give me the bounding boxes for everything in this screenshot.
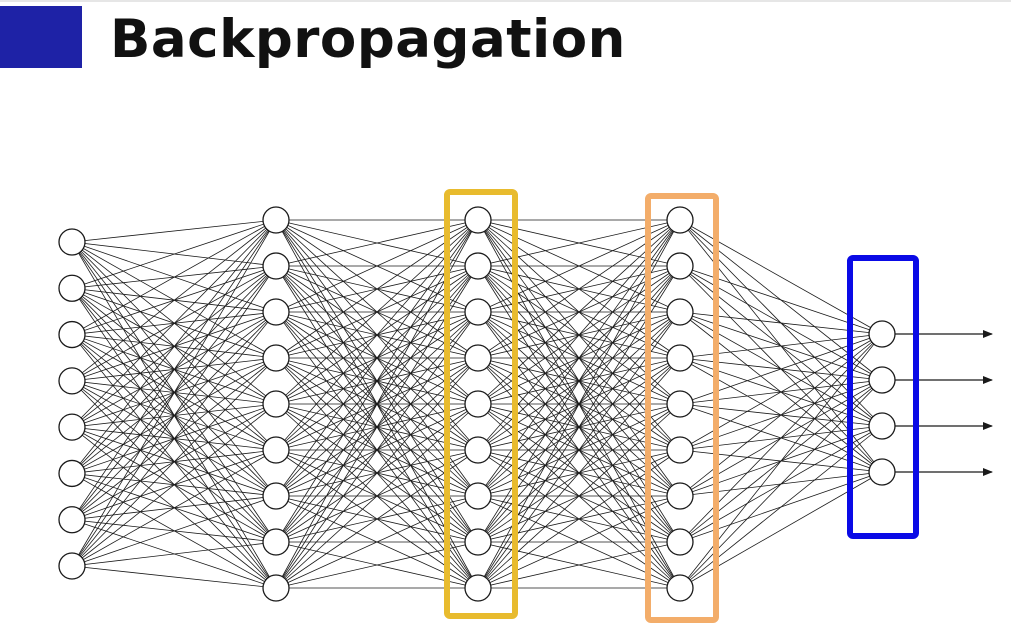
hidden-layer-1-neuron bbox=[262, 344, 290, 372]
connection-edge bbox=[71, 265, 277, 567]
input-layer-neuron bbox=[58, 552, 86, 580]
connection-edge bbox=[71, 219, 277, 243]
connection-edge bbox=[71, 495, 277, 567]
output-layer-neuron bbox=[868, 320, 896, 348]
output-layer-neuron bbox=[868, 458, 896, 486]
hidden-layer-2-neuron bbox=[464, 574, 492, 602]
connection-edge bbox=[71, 565, 277, 589]
connection-edge bbox=[71, 219, 277, 567]
slide-title: Backpropagation bbox=[110, 9, 626, 70]
hidden-layer-2-neuron bbox=[464, 482, 492, 510]
output-layer-neuron bbox=[868, 412, 896, 440]
connection-edge bbox=[71, 219, 277, 382]
hidden-layer-2-neuron bbox=[464, 390, 492, 418]
connection-edge bbox=[71, 357, 277, 567]
connection-edge bbox=[71, 219, 277, 289]
hidden-layer-1-neuron bbox=[262, 252, 290, 280]
hidden-layer-1-neuron bbox=[262, 482, 290, 510]
hidden-layer-2-neuron bbox=[464, 436, 492, 464]
output-layer-neuron bbox=[868, 366, 896, 394]
input-layer-neuron bbox=[58, 228, 86, 256]
hidden-layer-2-highlight-box bbox=[444, 189, 518, 619]
hidden-layer-2-neuron bbox=[464, 206, 492, 234]
connection-edge bbox=[71, 219, 277, 335]
hidden-layer-3-neuron bbox=[666, 252, 694, 280]
hidden-layer-1-neuron bbox=[262, 436, 290, 464]
hidden-layer-1-neuron bbox=[262, 390, 290, 418]
connection-edge bbox=[71, 219, 277, 474]
connection-edge bbox=[71, 219, 277, 520]
input-layer-neuron bbox=[58, 506, 86, 534]
hidden-layer-1-neuron bbox=[262, 298, 290, 326]
hidden-layer-2-neuron bbox=[464, 252, 492, 280]
hidden-layer-3-neuron bbox=[666, 574, 694, 602]
hidden-layer-3-neuron bbox=[666, 436, 694, 464]
hidden-layer-3-neuron bbox=[666, 390, 694, 418]
input-layer-neuron bbox=[58, 459, 86, 488]
hidden-layer-2-neuron bbox=[464, 344, 492, 372]
input-layer-neuron bbox=[58, 367, 86, 395]
hidden-layer-3-neuron bbox=[666, 298, 694, 326]
neurons bbox=[58, 206, 896, 602]
connection-edge bbox=[71, 449, 277, 567]
hidden-layer-2-neuron bbox=[464, 528, 492, 556]
connection-edge bbox=[71, 541, 277, 567]
connection-edge bbox=[71, 311, 277, 567]
hidden-layer-3-neuron bbox=[666, 528, 694, 556]
hidden-layer-1-neuron bbox=[262, 574, 290, 602]
top-rule bbox=[0, 0, 1011, 2]
title-accent-block bbox=[0, 6, 82, 68]
input-layer-neuron bbox=[58, 413, 86, 441]
hidden-layer-2-neuron bbox=[464, 298, 492, 326]
input-layer-neuron bbox=[58, 320, 86, 349]
hidden-layer-3-highlight-box bbox=[645, 193, 719, 623]
hidden-layer-3-neuron bbox=[666, 206, 694, 234]
connection-edge bbox=[71, 219, 277, 428]
output-arrows bbox=[895, 330, 993, 476]
input-layer-neuron bbox=[58, 274, 86, 302]
layer-highlights bbox=[444, 189, 919, 623]
hidden-layer-3-neuron bbox=[666, 344, 694, 372]
output-layer-highlight-box bbox=[847, 255, 919, 539]
hidden-layer-1-neuron bbox=[262, 528, 290, 556]
connection-edge bbox=[71, 403, 277, 567]
hidden-layer-3-neuron bbox=[666, 482, 694, 510]
hidden-layer-1-neuron bbox=[262, 206, 290, 234]
